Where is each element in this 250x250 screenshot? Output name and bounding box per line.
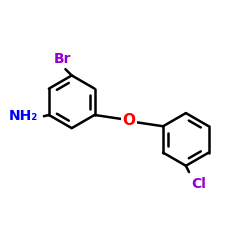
Text: Cl: Cl — [191, 177, 206, 191]
Text: O: O — [122, 113, 135, 128]
Text: NH₂: NH₂ — [8, 109, 38, 123]
Text: Br: Br — [54, 52, 71, 66]
